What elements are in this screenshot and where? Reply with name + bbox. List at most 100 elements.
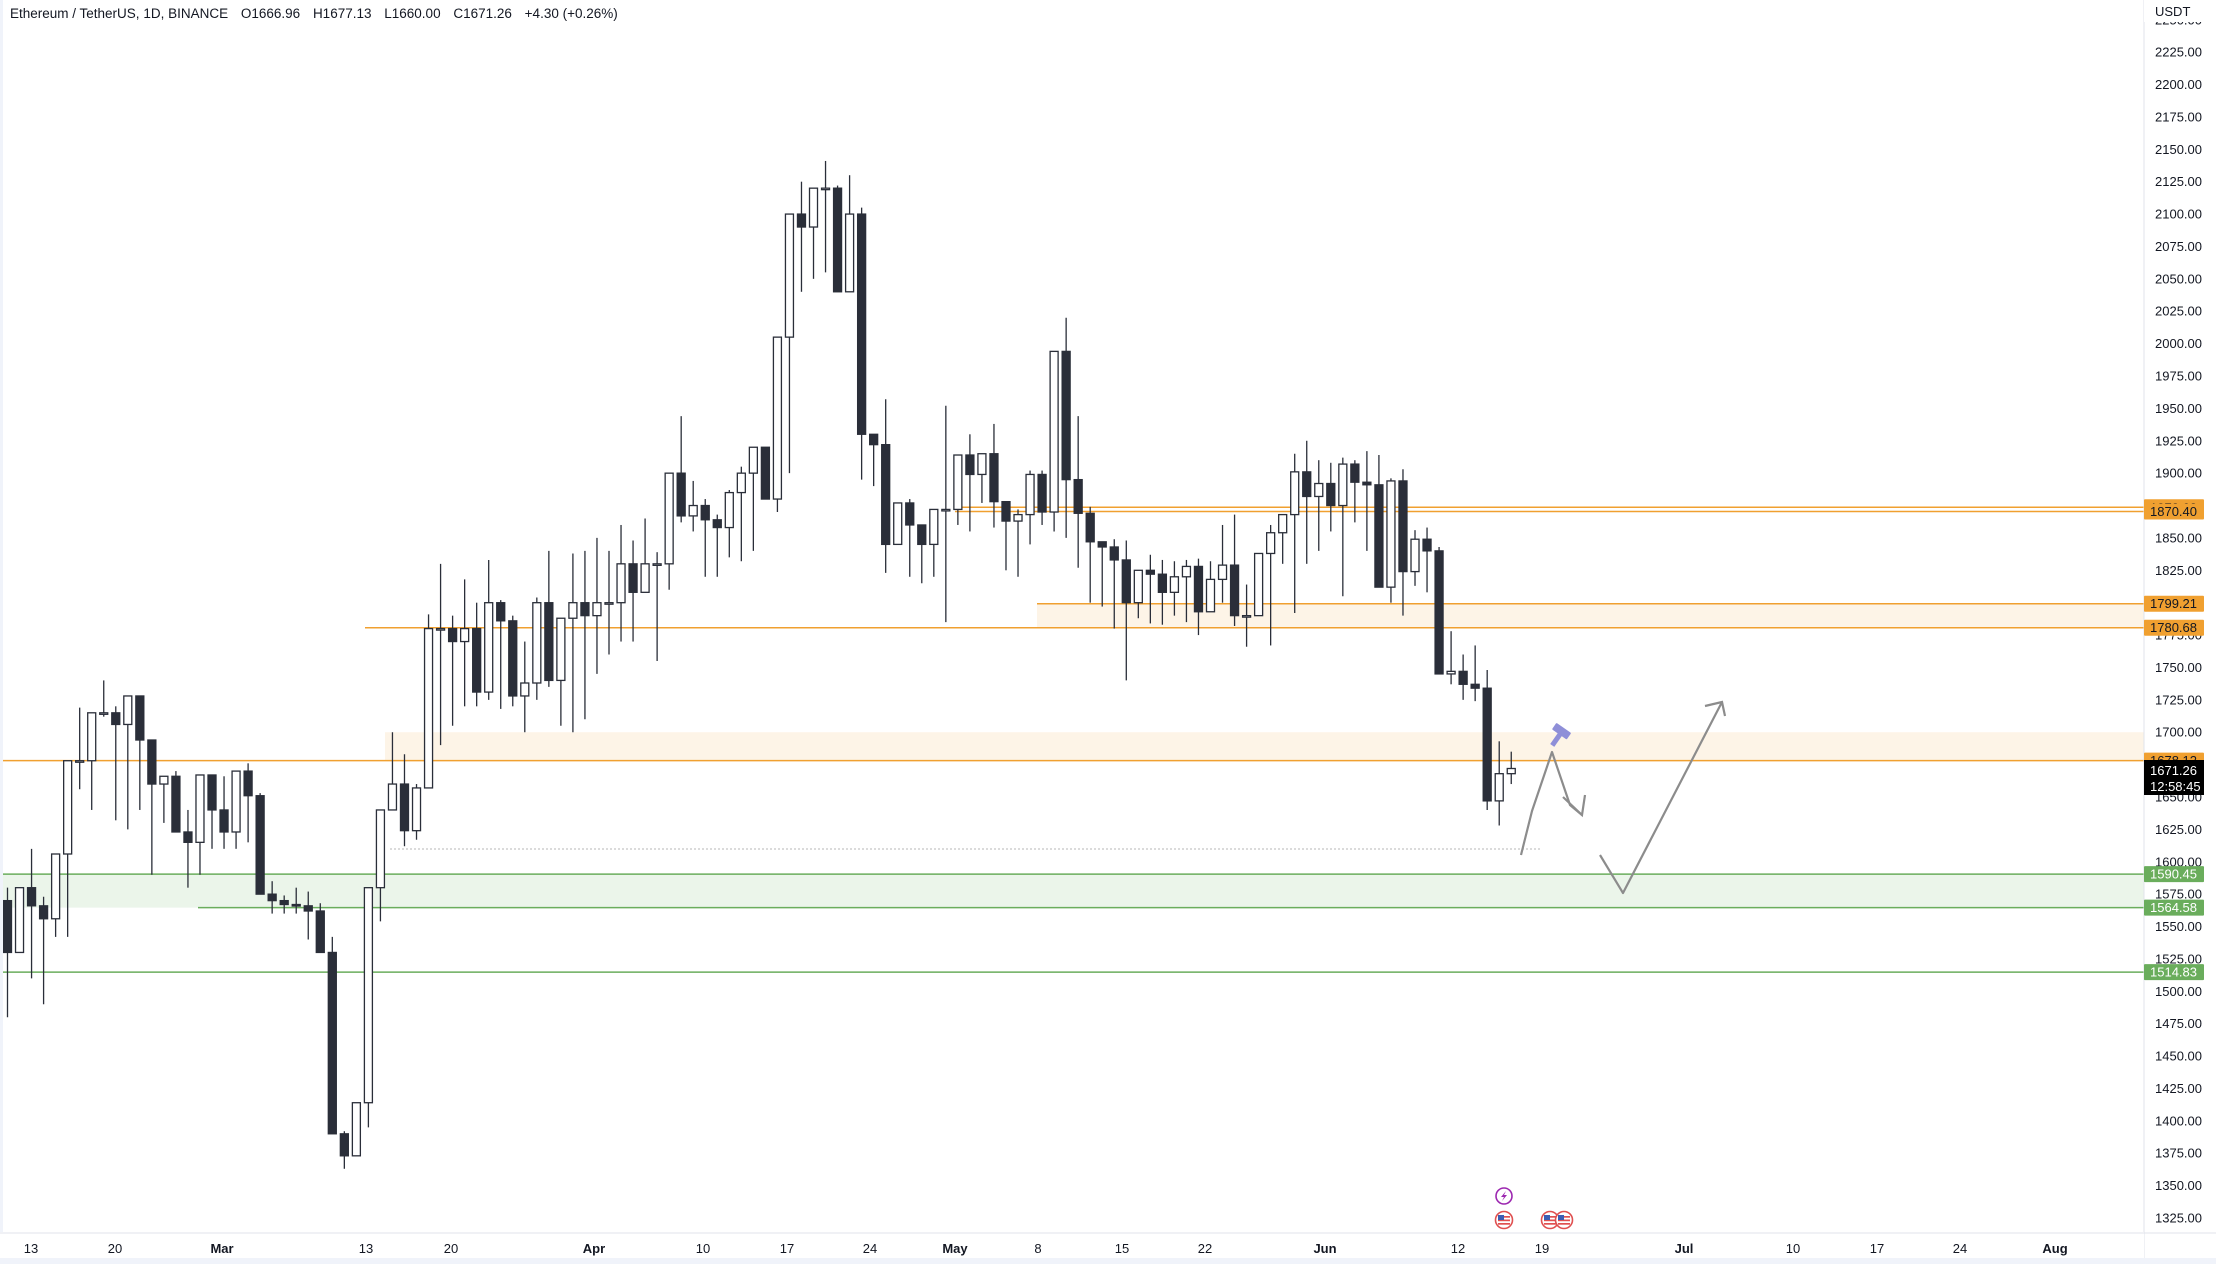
projection-path[interactable] [1519,750,1583,856]
candle [652,552,662,661]
candle [1205,561,1216,613]
candle-body-down [38,905,49,920]
candle [1121,540,1131,681]
candle-body-down [2,899,13,954]
price-tick-label: 2075.00 [2155,239,2202,254]
price-tick-label: 1525.00 [2155,951,2202,966]
candle [459,579,470,707]
candle-body-up [123,695,133,726]
price-level-value: 1514.83 [2150,965,2197,980]
candle [628,540,638,642]
projection-arrows[interactable] [1519,700,1727,895]
candle-body-up [99,712,109,715]
candle-body-up [929,508,939,546]
us-flag-event-icon[interactable] [1540,1210,1560,1230]
candle [1326,462,1336,532]
zones-layer [0,603,2144,908]
candle-body-up [568,602,578,619]
currency-box [2144,0,2216,22]
candle [315,903,325,954]
symbol-legend: Ethereum / TetherUS, 1D, BINANCE O1666.9… [10,6,627,21]
time-tick-label: Jun [1313,1241,1336,1256]
price-level-badge: 1870.40 [2144,503,2204,520]
event-markers[interactable] [1494,1187,1574,1230]
candle-body-up [820,187,831,191]
candle-body-down [580,602,590,617]
candle [472,602,482,707]
price-tick-label: 2100.00 [2155,207,2202,222]
candle-body-up [808,187,819,228]
candle [784,213,795,474]
candle [399,754,410,847]
candle-body-down [1229,564,1240,617]
candle [664,472,674,590]
current-price: 1671.26 [2150,763,2197,778]
candle-body-up [1494,773,1504,802]
candle [965,434,975,532]
candle [99,680,109,717]
candle [243,763,253,843]
time-tick-label: 10 [1786,1241,1800,1256]
candle-body-down [1374,484,1384,588]
candle-body-up [351,1102,362,1157]
candle-body-down [917,524,927,546]
candle-body-down [628,563,638,593]
currency-label[interactable]: USDT [2155,4,2190,19]
candle-body-down [303,905,313,912]
candle-body-down [1061,350,1071,481]
price-tick-label: 1425.00 [2155,1081,2202,1096]
candle [267,881,277,914]
projection-path[interactable] [1599,701,1723,895]
candle [796,181,807,292]
candle [38,896,49,1005]
candle-body-up [411,787,422,832]
candle [820,160,831,273]
us-flag-event-icon[interactable] [1554,1210,1574,1230]
us-flag-event-icon[interactable] [1494,1210,1514,1230]
time-tick-label: 24 [1953,1241,1967,1256]
arrowhead-icon [1562,794,1587,818]
candle-body-up [844,213,855,293]
candle-body-up [423,627,434,789]
price-tick-label: 1925.00 [2155,433,2202,448]
time-axis-ticks: 13 20 Mar 13 20 Apr 10 17 24 May 8 15 22 Jun 12 19 Jul 10… [24,1241,2068,1256]
candle [592,537,602,674]
candle-body-down [712,519,722,529]
candle-body-up [1133,569,1143,604]
ohlc-low: L1660.00 [384,6,441,21]
price-tick-label: 2000.00 [2155,336,2202,351]
candle-body-up [784,213,795,338]
candle [1302,440,1312,564]
candle [1410,530,1420,586]
hammer-icon[interactable] [1544,723,1571,751]
candle-body-down [1482,687,1492,802]
candle [447,615,458,726]
candle-body-down [1302,471,1312,498]
candle [1049,350,1059,532]
price-level-value: 1564.58 [2150,900,2197,915]
candle-body-down [135,695,145,741]
candle-body-down [327,951,337,1135]
price-axis[interactable] [2144,0,2216,1232]
candle [1422,527,1432,593]
candle-body-down [496,602,506,622]
time-tick-label: Jul [1675,1241,1694,1256]
time-tick-label: Aug [2042,1241,2067,1256]
candle-body-down [760,446,771,500]
price-tick-label: 1325.00 [2155,1211,2202,1226]
time-tick-label: 12 [1451,1241,1465,1256]
candle-body-up [724,491,734,529]
candle [808,187,819,279]
candle-body-up [1253,552,1264,617]
candle [1362,451,1372,551]
symbol-name[interactable]: Ethereum / TetherUS, 1D, BINANCE [10,6,229,21]
candle [303,891,313,940]
price-level-value: 1870.40 [2150,504,2197,519]
price-tick-label: 1725.00 [2155,692,2202,707]
candle [496,600,506,709]
price-tick-label: 2050.00 [2155,271,2202,286]
candle-body-up [1169,576,1180,593]
lightning-event-icon[interactable] [1495,1187,1513,1205]
candle [688,480,698,532]
